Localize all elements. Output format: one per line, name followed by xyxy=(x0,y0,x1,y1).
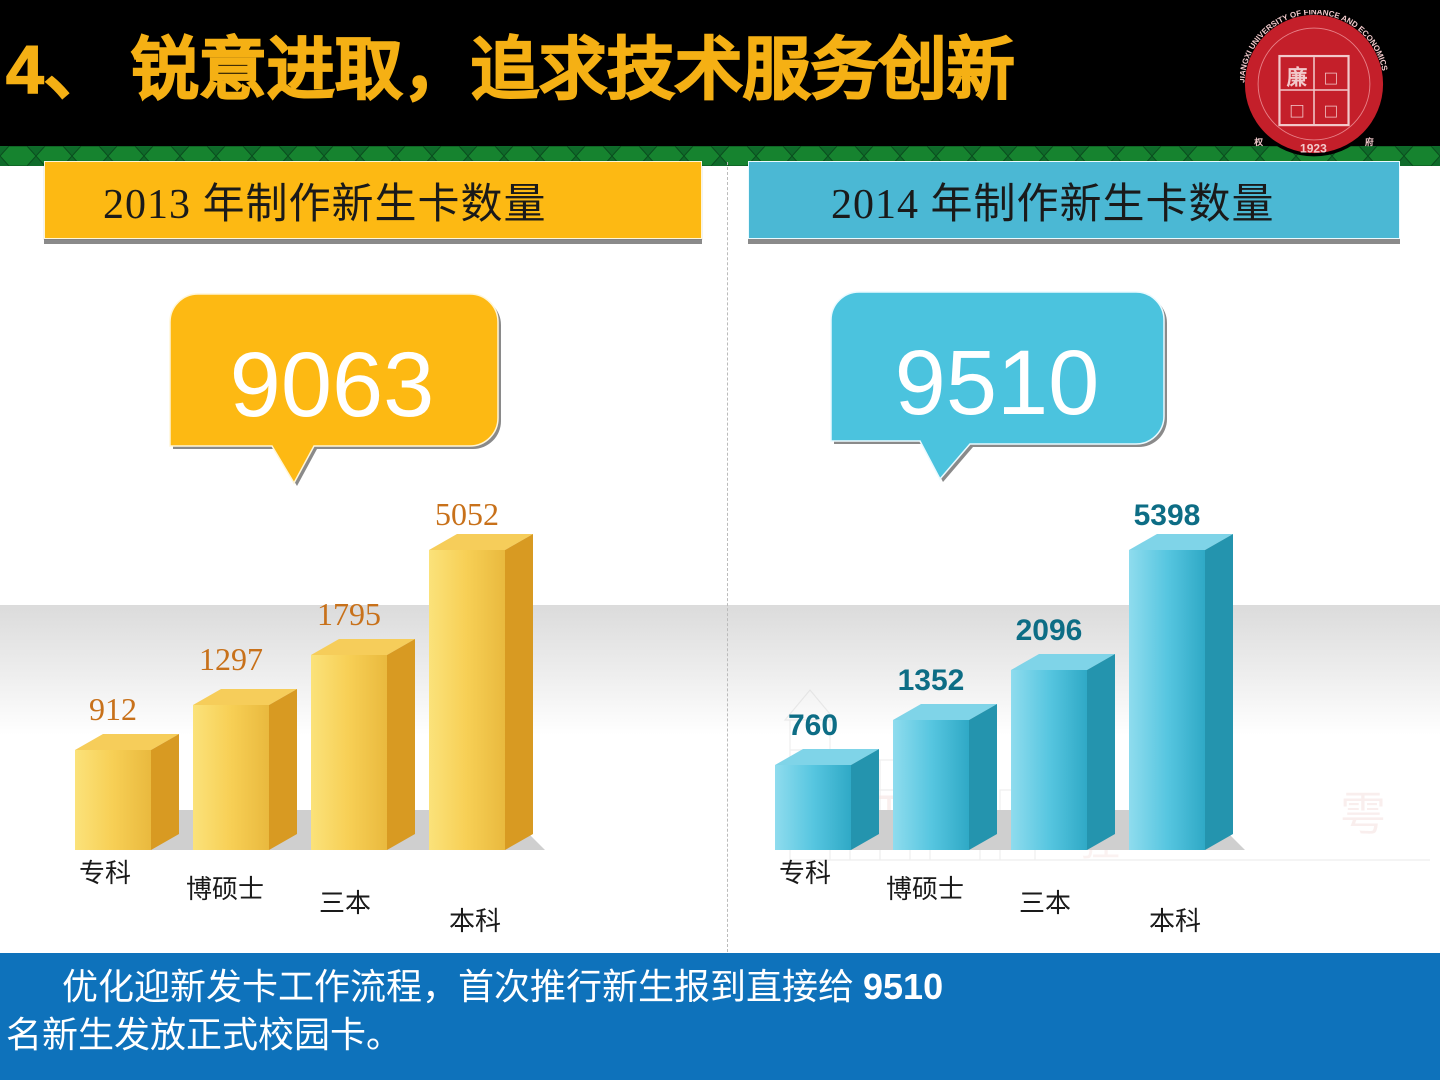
svg-text:□: □ xyxy=(1325,100,1337,122)
svg-text:权: 权 xyxy=(1253,136,1263,147)
svg-text:9510: 9510 xyxy=(895,332,1100,434)
svg-text:本科: 本科 xyxy=(1149,907,1201,936)
svg-text:雩: 雩 xyxy=(1340,789,1386,840)
svg-text:廉: 廉 xyxy=(1287,66,1308,90)
svg-text:1795: 1795 xyxy=(317,596,381,632)
svg-text:2096: 2096 xyxy=(1016,614,1083,647)
svg-text:本科: 本科 xyxy=(449,907,501,936)
svg-text:博硕士: 博硕士 xyxy=(886,875,964,904)
svg-text:□: □ xyxy=(1291,98,1304,122)
svg-text:府: 府 xyxy=(1365,136,1374,147)
svg-text:1923: 1923 xyxy=(1300,142,1327,156)
svg-text:专科: 专科 xyxy=(779,859,831,888)
svg-text:760: 760 xyxy=(788,709,838,742)
svg-text:三本: 三本 xyxy=(319,889,371,918)
svg-text:博硕士: 博硕士 xyxy=(186,875,264,904)
svg-text:1297: 1297 xyxy=(199,641,263,677)
svg-text:三本: 三本 xyxy=(1019,889,1071,918)
svg-text:专科: 专科 xyxy=(79,859,131,888)
svg-text:912: 912 xyxy=(89,691,137,727)
svg-text:9063: 9063 xyxy=(230,334,435,436)
svg-text:5052: 5052 xyxy=(435,496,499,532)
svg-text:□: □ xyxy=(1325,68,1337,90)
svg-text:1352: 1352 xyxy=(898,664,965,697)
svg-text:5398: 5398 xyxy=(1134,499,1201,532)
